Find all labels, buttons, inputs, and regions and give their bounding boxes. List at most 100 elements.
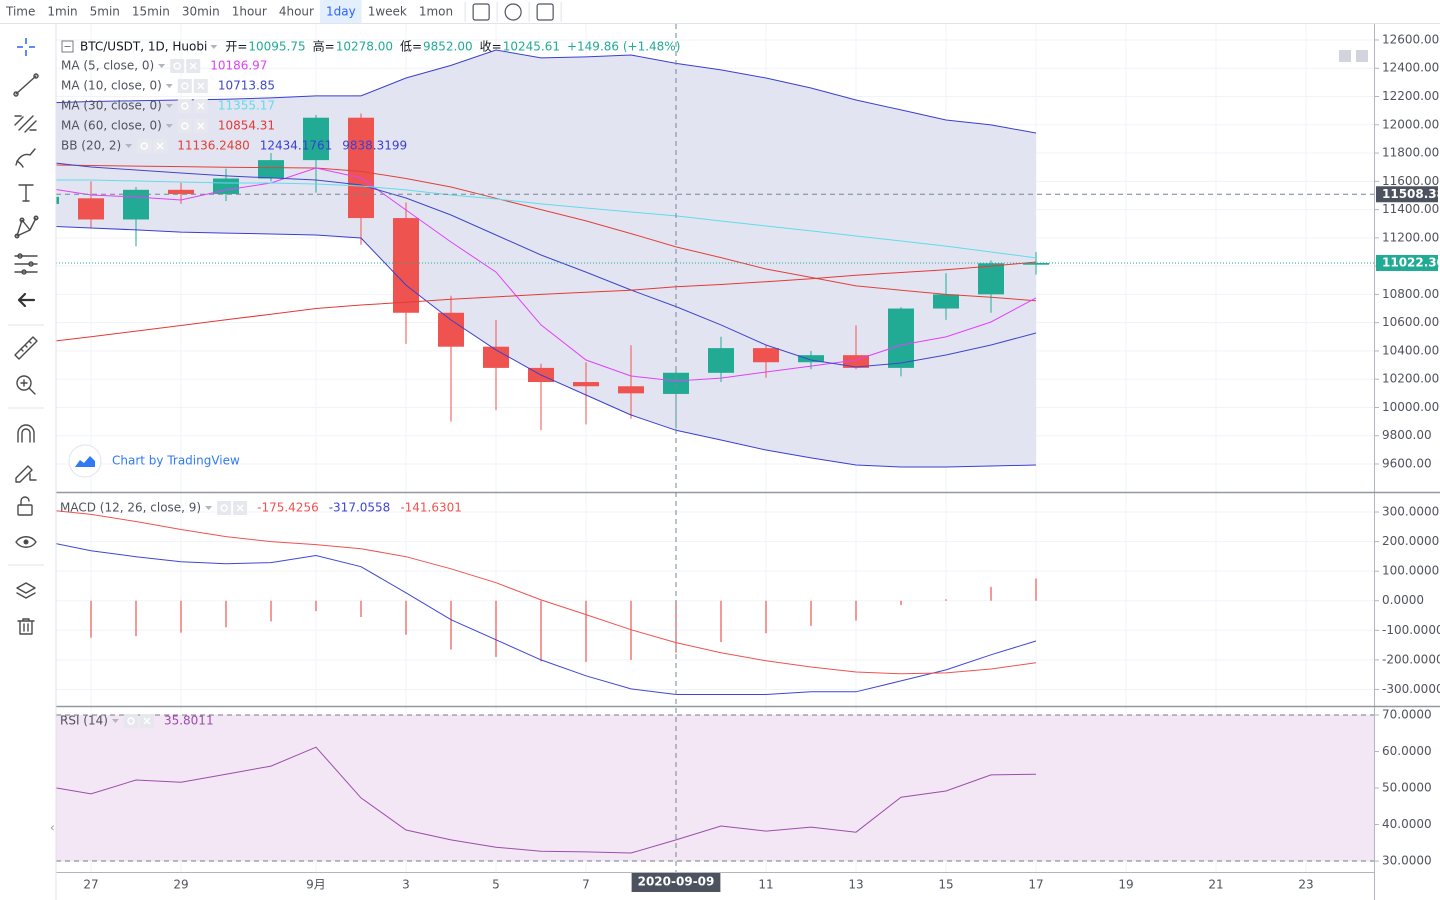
watermark-logo — [75, 456, 95, 467]
interval-button[interactable]: 4hour — [279, 5, 314, 19]
y-tick-label: 12000.00 — [1382, 117, 1439, 131]
tool-fib[interactable] — [14, 115, 37, 133]
interval-bg[interactable] — [225, 0, 273, 23]
legend-button-glyph — [140, 142, 148, 150]
indicator-value: 10186.97 — [210, 59, 267, 73]
candle-body — [56, 196, 59, 204]
tool-magnet[interactable] — [17, 424, 35, 443]
collapse-legend-button[interactable] — [61, 40, 74, 53]
x-tick-label: 17 — [1028, 878, 1043, 892]
legend-settings-button[interactable] — [170, 59, 185, 73]
indicator-name: BB (20, 2) — [61, 139, 121, 153]
pane-button[interactable] — [1339, 50, 1351, 62]
indicator-value: 35.8011 — [164, 714, 214, 728]
x-tick-label: 19 — [1118, 878, 1133, 892]
interval-button[interactable]: 1min — [47, 5, 77, 19]
interval-bg[interactable] — [0, 0, 42, 23]
candle-body — [933, 294, 959, 309]
legend-settings-button[interactable] — [217, 501, 232, 515]
ohlc-value: 10245.61 — [503, 40, 560, 54]
interval-button[interactable]: 1mon — [419, 5, 453, 19]
y-tick-label: 11800.00 — [1382, 146, 1439, 160]
interval-bg[interactable] — [175, 0, 226, 23]
y-tick-label: 11600.00 — [1382, 174, 1439, 188]
indicator-value: 10854.31 — [218, 119, 275, 133]
ohlc-value: 10095.75 — [248, 40, 305, 54]
ohlc-key: 开= — [225, 40, 247, 54]
legend-button-glyph — [197, 122, 205, 130]
top-toolbar: Time 1min 5min 15min 30min 1hour 4hour 1day 1wee… — [0, 0, 1440, 24]
legend-button-glyph — [220, 504, 228, 512]
legend-button-glyph — [197, 102, 205, 110]
interval-bg[interactable] — [41, 0, 84, 23]
tool-back[interactable] — [17, 292, 36, 308]
interval-bg[interactable] — [83, 0, 126, 23]
tool-text[interactable] — [18, 184, 34, 202]
interval-button[interactable]: 30min — [182, 5, 220, 19]
interval-button[interactable]: 5min — [90, 5, 120, 19]
tool-pattern[interactable] — [14, 215, 39, 239]
interval-bg[interactable] — [272, 0, 320, 23]
y-tick-label: 300.0000 — [1382, 505, 1439, 519]
toolbar-icon[interactable] — [536, 3, 554, 21]
crosshair-time-bg — [631, 873, 721, 892]
interval-bg[interactable] — [412, 0, 460, 23]
legend-settings-button[interactable] — [137, 139, 152, 153]
toolbar-icon[interactable] — [504, 3, 522, 21]
legend-settings-button[interactable] — [177, 119, 192, 133]
tool-zoom[interactable] — [16, 375, 36, 395]
tool-lock[interactable] — [17, 496, 33, 516]
indicator-value: -141.6301 — [400, 501, 462, 515]
y-tick-label: 60.0000 — [1382, 744, 1432, 758]
indicator-value: -175.4256 — [257, 501, 319, 515]
interval-active-bg[interactable] — [319, 0, 362, 23]
price-axis-bg — [1375, 24, 1440, 900]
tool-prediction[interactable] — [14, 253, 38, 275]
interval-button[interactable]: 1hour — [232, 5, 267, 19]
x-tick-label: 7 — [582, 878, 590, 892]
tool-crosshair[interactable] — [17, 38, 35, 56]
interval-button[interactable]: 1week — [368, 5, 407, 19]
legend-settings-button[interactable] — [177, 99, 192, 113]
interval-bg[interactable] — [361, 0, 413, 23]
pane-button[interactable] — [1356, 50, 1368, 62]
legend-settings-button[interactable] — [177, 79, 192, 93]
candle-body — [168, 189, 194, 195]
indicator-name: MACD (12, 26, close, 9) — [60, 501, 201, 515]
interval-button[interactable]: Time — [5, 5, 35, 19]
tool-object-tree[interactable] — [16, 582, 36, 599]
y-tick-label: 10000.00 — [1382, 400, 1439, 414]
interval-button[interactable]: 1day — [326, 5, 356, 19]
y-tick-label: 0.0000 — [1382, 593, 1424, 607]
tool-trendline[interactable] — [13, 73, 39, 97]
price-change: +149.86 (+1.48%) — [567, 40, 680, 54]
crosshair-price-bg — [1376, 186, 1438, 203]
last-price-label-bg — [1376, 254, 1438, 271]
interval-bg[interactable] — [125, 0, 176, 23]
rsi-pane — [56, 714, 1374, 862]
candle-body — [798, 355, 824, 363]
tool-visibility[interactable] — [15, 536, 37, 548]
x-tick-label: 5 — [492, 878, 500, 892]
collapse-handle[interactable]: ‹ — [50, 821, 55, 835]
legend-settings-button[interactable] — [123, 714, 138, 728]
indicator-value: 10713.85 — [218, 79, 275, 93]
x-tick-label: 3 — [402, 878, 410, 892]
interval-button[interactable]: 15min — [132, 5, 170, 19]
candle-body — [753, 348, 779, 363]
tool-ruler[interactable] — [14, 336, 38, 360]
tool-brush[interactable] — [15, 148, 36, 168]
tool-remove[interactable] — [17, 618, 35, 635]
tool-stay-drawing[interactable] — [15, 465, 37, 483]
moving-average-line — [56, 179, 1037, 259]
ohlc-value: 9852.00 — [423, 40, 473, 54]
candle-body — [348, 117, 374, 219]
x-tick-label: 27 — [83, 878, 98, 892]
legend-button-glyph — [173, 62, 181, 70]
ohlc-value: 10278.00 — [336, 40, 393, 54]
y-tick-label: 10600.00 — [1382, 315, 1439, 329]
watermark[interactable]: Chart by TradingView — [112, 454, 240, 468]
y-tick-label: -100.0000 — [1382, 623, 1440, 637]
toolbar-icon[interactable] — [472, 3, 490, 21]
